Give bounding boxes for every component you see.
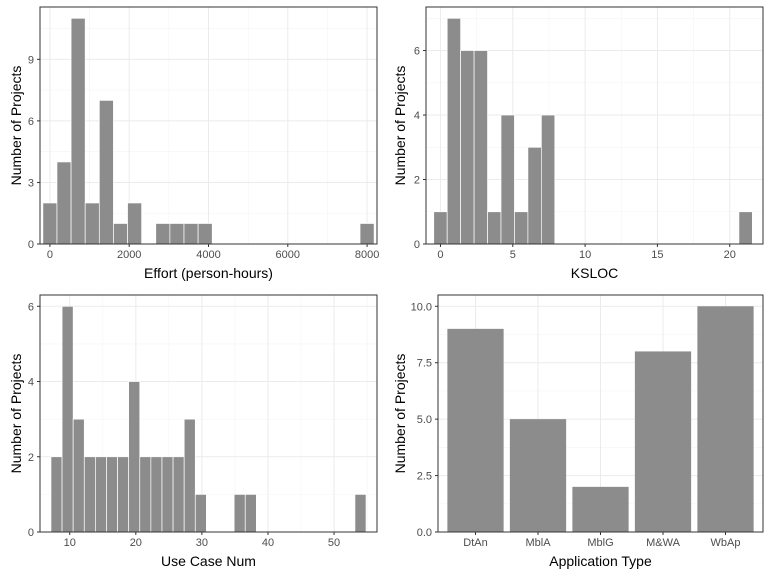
y-tick-label: 2.5 xyxy=(417,471,432,483)
x-tick-label: 20 xyxy=(130,537,142,549)
histogram-bar xyxy=(194,494,207,533)
histogram-bar xyxy=(169,223,185,245)
x-axis-title: Effort (person-hours) xyxy=(144,265,273,281)
y-tick-label: 3 xyxy=(28,177,34,189)
histogram-bar xyxy=(72,418,85,533)
y-tick-label: 10.0 xyxy=(411,301,432,313)
histogram-bar xyxy=(183,223,199,245)
x-tick-label: 0 xyxy=(47,249,53,261)
histogram-bar xyxy=(70,17,86,245)
histogram-bar xyxy=(527,146,542,245)
y-tick-label: 6 xyxy=(28,116,34,128)
x-tick-label: 10 xyxy=(579,249,591,261)
histogram-bar xyxy=(50,456,63,533)
y-axis-title: Number of Projects xyxy=(8,66,24,186)
histogram-bar xyxy=(139,456,152,533)
histogram-bar xyxy=(56,161,72,245)
x-tick-label: 8000 xyxy=(355,249,379,261)
bar-MblA xyxy=(509,419,567,532)
histogram-bar xyxy=(127,202,143,245)
histogram-bar xyxy=(128,381,141,533)
y-tick-label: 4 xyxy=(28,377,34,389)
histogram-bar xyxy=(61,305,74,533)
panel-border xyxy=(39,294,378,533)
histogram-bar xyxy=(197,223,213,245)
chart-panel-4: 0.0 2.5 5.0 7.5 10.0 DtAn MblA MblG M&WA WbAp Appl… xyxy=(392,294,764,569)
x-tick-label: M&WA xyxy=(646,537,680,549)
histogram-bar xyxy=(98,100,114,245)
chart-panel-1: 0 3 6 9 0 2000 4000 6000 8000 Effort (person-hour… xyxy=(8,6,379,281)
histogram-bar xyxy=(183,418,196,533)
histogram-bar xyxy=(540,114,556,245)
histogram-bar xyxy=(155,223,171,245)
bar-M&WA xyxy=(634,351,692,532)
histogram-bar xyxy=(244,494,257,533)
x-tick-label: WbAp xyxy=(711,537,741,549)
y-tick-label: 0 xyxy=(414,239,420,251)
histogram-bar xyxy=(433,211,448,245)
y-tick-label: 7.5 xyxy=(417,358,432,370)
histogram-bar xyxy=(354,494,367,533)
y-tick-label: 6 xyxy=(28,301,34,313)
y-axis-title: Number of Projects xyxy=(392,354,408,474)
y-axis-title: Number of Projects xyxy=(392,66,408,186)
y-tick-label: 2 xyxy=(414,175,420,187)
histogram-bar xyxy=(150,456,163,533)
chart-panel-2: 0 2 4 6 0 5 10 15 20 KSLOC Number of Projects xyxy=(392,6,764,281)
histogram-bar xyxy=(514,211,529,245)
y-tick-label: 0 xyxy=(28,239,34,251)
histogram-bar xyxy=(446,17,461,245)
histogram-bar xyxy=(113,223,128,245)
bar-MblG xyxy=(572,486,629,532)
histogram-bar xyxy=(738,211,753,245)
x-tick-label: 4000 xyxy=(196,249,220,261)
histogram-bar xyxy=(106,456,118,533)
x-tick-label: 2000 xyxy=(117,249,141,261)
histogram-bar xyxy=(83,456,96,533)
y-tick-label: 0 xyxy=(28,527,34,539)
y-tick-label: 9 xyxy=(28,54,34,66)
x-axis-title: Use Case Num xyxy=(161,553,256,569)
y-axis-title: Number of Projects xyxy=(8,354,24,474)
y-tick-label: 4 xyxy=(414,110,420,122)
x-tick-label: 50 xyxy=(328,537,340,549)
x-tick-label: MblG xyxy=(587,537,613,549)
panel-border xyxy=(425,6,764,245)
x-tick-label: DtAn xyxy=(463,537,487,549)
histogram-bar xyxy=(487,211,502,245)
x-tick-label: 5 xyxy=(510,249,516,261)
histogram-bar xyxy=(473,50,488,245)
y-tick-label: 2 xyxy=(28,452,34,464)
x-axis-title: Application Type xyxy=(549,553,652,569)
x-tick-label: 6000 xyxy=(276,249,300,261)
histogram-bar xyxy=(233,494,246,533)
chart-panel-3: 0 2 4 6 10 20 30 40 50 Use Case Num Number of Proj… xyxy=(8,294,378,569)
x-tick-label: 0 xyxy=(437,249,443,261)
x-tick-label: 15 xyxy=(651,249,663,261)
histogram-bar xyxy=(95,456,107,533)
x-tick-label: MblA xyxy=(525,537,551,549)
bar-WbAp xyxy=(697,306,754,532)
bar-DtAn xyxy=(447,328,504,532)
x-tick-label: 20 xyxy=(724,249,736,261)
histogram-bar xyxy=(84,202,100,245)
histogram-bar xyxy=(117,456,130,533)
histogram-bar xyxy=(42,202,58,245)
histogram-bar xyxy=(172,456,185,533)
y-tick-label: 5.0 xyxy=(417,414,432,426)
histogram-bar xyxy=(359,223,375,245)
y-tick-label: 6 xyxy=(414,46,420,58)
x-tick-label: 30 xyxy=(196,537,208,549)
histogram-bar xyxy=(161,456,174,533)
x-axis-title: KSLOC xyxy=(571,265,618,281)
histogram-bar xyxy=(460,50,475,245)
x-tick-label: 10 xyxy=(64,537,76,549)
histogram-bar xyxy=(500,114,515,245)
y-tick-label: 0.0 xyxy=(417,527,432,539)
x-tick-label: 40 xyxy=(262,537,274,549)
